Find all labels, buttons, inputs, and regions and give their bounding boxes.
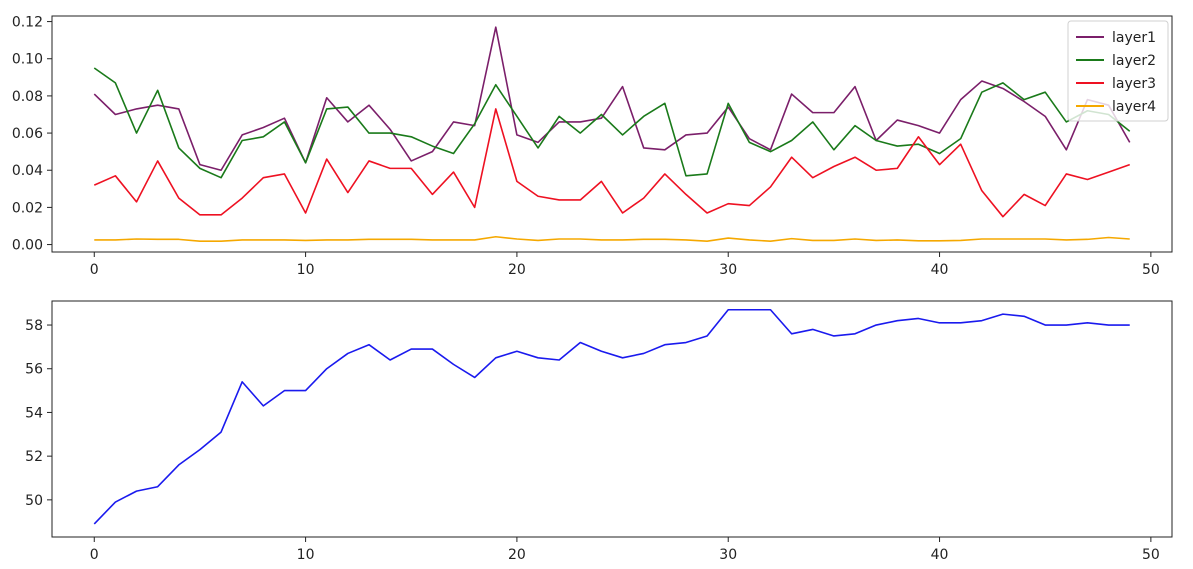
x-tick-label: 50 (1142, 547, 1160, 563)
series-line-series-0 (93, 308, 1130, 525)
x-tick-label: 0 (90, 547, 99, 563)
legend-label-layer3: layer3 (1112, 76, 1156, 92)
y-tick-label: 58 (25, 318, 43, 334)
x-tick-label: 0 (90, 262, 99, 278)
legend-label-layer4: layer4 (1112, 99, 1156, 115)
x-tick-label: 20 (508, 262, 526, 278)
legend: layer1 layer2 layer3 layer4 (1067, 20, 1169, 122)
y-tick-label: 0.12 (12, 15, 43, 31)
legend-label-layer2: layer2 (1112, 53, 1156, 69)
x-tick-label: 30 (719, 547, 737, 563)
chart-bottom: 0 10 20 30 40 50 50 52 54 56 58 (25, 300, 1173, 563)
y-tick-label: 50 (25, 493, 43, 509)
series-line-layer3 (93, 108, 1131, 218)
y-tick-label: 0.08 (12, 89, 43, 105)
y-tick-label: 56 (25, 362, 43, 378)
axes-frame (51, 15, 1173, 253)
x-tick-label: 50 (1142, 262, 1160, 278)
y-tick-label: 54 (25, 405, 43, 421)
y-tick-label: 0.10 (12, 52, 43, 68)
series-line-layer1 (93, 26, 1131, 172)
legend-box (1067, 20, 1169, 122)
x-tick-label: 30 (719, 262, 737, 278)
y-tick-label: 0.00 (12, 238, 43, 254)
x-tick-label: 10 (297, 547, 315, 563)
x-tick-label: 40 (931, 262, 949, 278)
y-tick-label: 52 (25, 449, 43, 465)
series-line-layer2 (93, 67, 1131, 179)
legend-label-layer1: layer1 (1112, 30, 1156, 46)
x-tick-label: 20 (508, 547, 526, 563)
y-tick-label: 0.02 (12, 200, 43, 216)
x-tick-label: 40 (931, 547, 949, 563)
y-tick-label: 0.06 (12, 126, 43, 142)
axes-frame (51, 300, 1173, 538)
y-tick-label: 0.04 (12, 163, 43, 179)
series-line-layer4 (94, 235, 1130, 243)
x-tick-label: 10 (297, 262, 315, 278)
chart-top-layers: 0 10 20 30 40 50 0.00 0.02 0.04 0.06 0.08 0.10 0.12 l… (12, 15, 1173, 278)
